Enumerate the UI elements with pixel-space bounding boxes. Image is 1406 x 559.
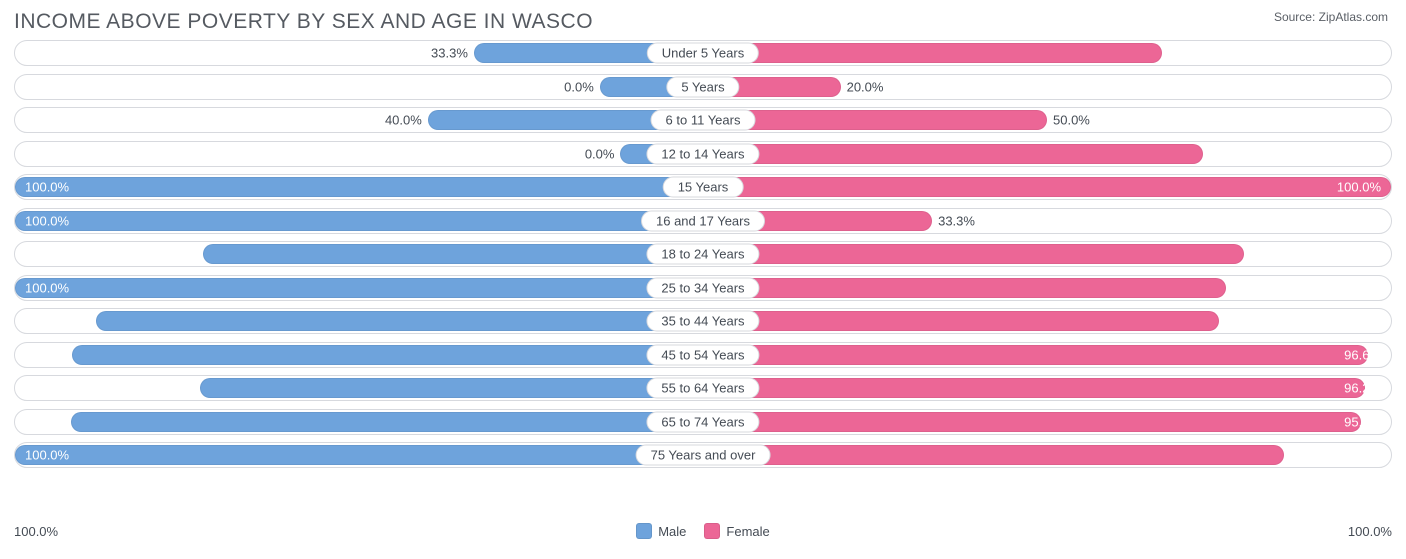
category-label: 65 to 74 Years <box>646 411 759 432</box>
female-value: 20.0% <box>847 79 884 94</box>
female-bar <box>703 445 1284 465</box>
category-label: 55 to 64 Years <box>646 378 759 399</box>
female-bar <box>703 177 1391 197</box>
category-label: 12 to 14 Years <box>646 143 759 164</box>
female-value: 72.7% <box>1344 146 1391 161</box>
male-value: 91.7% <box>15 347 62 362</box>
female-bar <box>703 412 1361 432</box>
legend: Male Female <box>636 523 770 539</box>
chart-row: 0.0% 72.7% 12 to 14 Years <box>14 141 1392 167</box>
male-value: 100.0% <box>15 180 69 195</box>
chart-row: 91.9% 95.7% 65 to 74 Years <box>14 409 1392 435</box>
female-value: 84.4% <box>1344 448 1391 463</box>
male-bar <box>203 244 703 264</box>
category-label: 6 to 11 Years <box>651 110 756 131</box>
category-label: 75 Years and over <box>636 445 771 466</box>
female-value: 95.7% <box>1344 414 1391 429</box>
category-label: 15 Years <box>663 177 744 198</box>
male-bar <box>15 445 703 465</box>
axis-left-label: 100.0% <box>14 524 74 539</box>
male-value: 100.0% <box>15 280 69 295</box>
legend-item-male: Male <box>636 523 686 539</box>
male-value: 40.0% <box>385 113 422 128</box>
female-value: 33.3% <box>938 213 975 228</box>
category-label: 45 to 54 Years <box>646 344 759 365</box>
footer: 100.0% Male Female 100.0% <box>14 523 1392 539</box>
chart-row: 100.0% 100.0% 15 Years <box>14 174 1392 200</box>
female-bar <box>703 311 1219 331</box>
chart-title: INCOME ABOVE POVERTY BY SEX AND AGE IN W… <box>14 10 593 34</box>
female-bar <box>703 43 1162 63</box>
male-value: 100.0% <box>15 448 69 463</box>
male-bar <box>96 311 703 331</box>
header: INCOME ABOVE POVERTY BY SEX AND AGE IN W… <box>0 0 1406 40</box>
chart-row: 72.7% 78.6% 18 to 24 Years <box>14 241 1392 267</box>
female-value: 78.6% <box>1344 247 1391 262</box>
male-value: 33.3% <box>431 46 468 61</box>
source-label: Source: ZipAtlas.com <box>1274 10 1388 24</box>
chart-row: 91.7% 96.6% 45 to 54 Years <box>14 342 1392 368</box>
female-bar <box>703 144 1203 164</box>
swatch-female <box>704 523 720 539</box>
legend-item-female: Female <box>704 523 769 539</box>
category-label: Under 5 Years <box>647 43 759 64</box>
male-bar <box>15 177 703 197</box>
female-bar <box>703 345 1368 365</box>
female-value: 96.2% <box>1344 381 1391 396</box>
chart-row: 88.2% 75.0% 35 to 44 Years <box>14 308 1392 334</box>
male-value: 72.7% <box>15 247 62 262</box>
chart-row: 73.1% 96.2% 55 to 64 Years <box>14 375 1392 401</box>
chart-row: 100.0% 76.0% 25 to 34 Years <box>14 275 1392 301</box>
male-value: 91.9% <box>15 414 62 429</box>
chart-row: 0.0% 20.0% 5 Years <box>14 74 1392 100</box>
female-value: 50.0% <box>1053 113 1090 128</box>
chart-row: 33.3% 66.7% Under 5 Years <box>14 40 1392 66</box>
male-bar <box>72 345 703 365</box>
category-label: 25 to 34 Years <box>646 277 759 298</box>
category-label: 5 Years <box>666 76 739 97</box>
male-value: 100.0% <box>15 213 69 228</box>
female-value: 66.7% <box>1344 46 1391 61</box>
chart-row: 100.0% 84.4% 75 Years and over <box>14 442 1392 468</box>
female-value: 100.0% <box>1337 180 1391 195</box>
male-bar <box>15 278 703 298</box>
legend-male-label: Male <box>658 524 686 539</box>
male-value: 0.0% <box>564 79 594 94</box>
male-bar <box>71 412 703 432</box>
male-bar <box>15 211 703 231</box>
female-value: 96.6% <box>1344 347 1391 362</box>
category-label: 18 to 24 Years <box>646 244 759 265</box>
chart-row: 40.0% 50.0% 6 to 11 Years <box>14 107 1392 133</box>
male-bar <box>200 378 703 398</box>
female-bar <box>703 244 1244 264</box>
category-label: 16 and 17 Years <box>641 210 765 231</box>
male-value: 88.2% <box>15 314 62 329</box>
category-label: 35 to 44 Years <box>646 311 759 332</box>
female-bar <box>703 378 1365 398</box>
female-bar <box>703 278 1226 298</box>
male-value: 0.0% <box>585 146 615 161</box>
female-value: 76.0% <box>1344 280 1391 295</box>
legend-female-label: Female <box>726 524 769 539</box>
tornado-chart: 33.3% 66.7% Under 5 Years 0.0% 20.0% 5 Years 4… <box>0 40 1406 468</box>
female-value: 75.0% <box>1344 314 1391 329</box>
male-value: 73.1% <box>15 381 62 396</box>
chart-row: 100.0% 33.3% 16 and 17 Years <box>14 208 1392 234</box>
axis-right-label: 100.0% <box>1332 524 1392 539</box>
swatch-male <box>636 523 652 539</box>
